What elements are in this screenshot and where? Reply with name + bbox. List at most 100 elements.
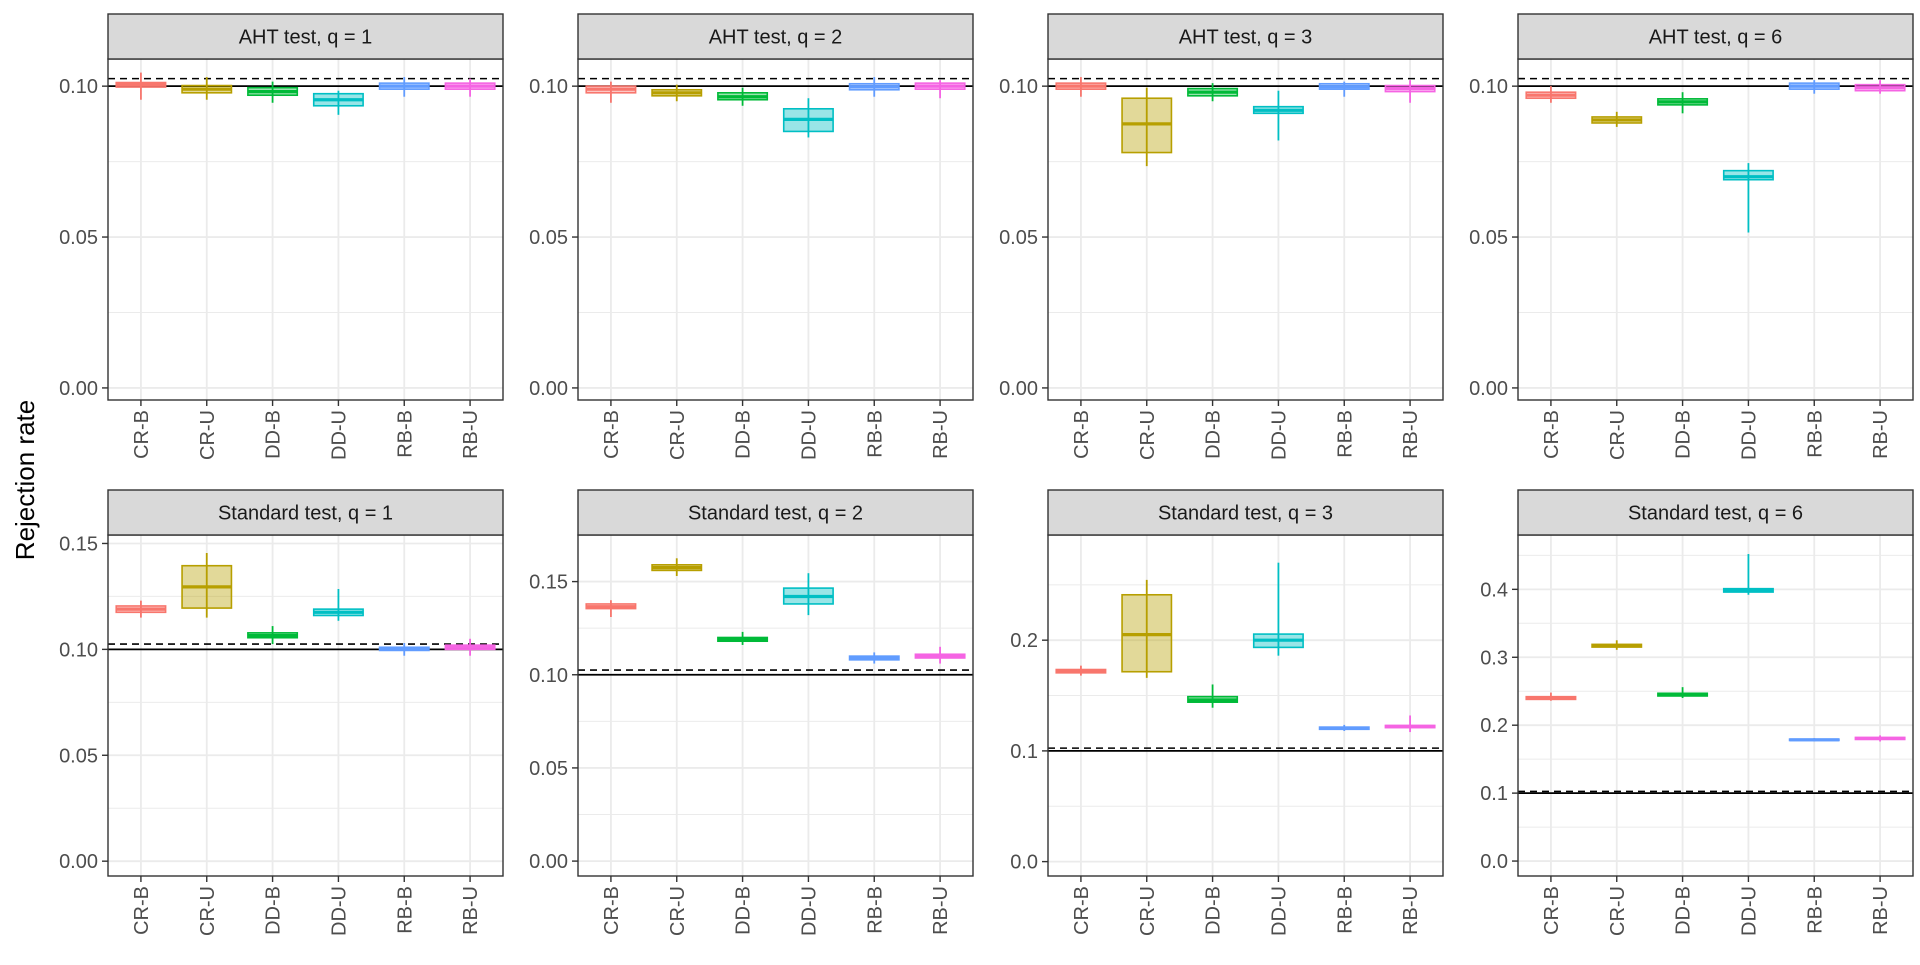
x-tick-label: CR-B: [1541, 886, 1563, 935]
box-RB-B: [848, 652, 900, 664]
box-CR-U: [1121, 579, 1173, 678]
facet-panel: AHT test, q = 1 0.00 0.05 0.10 CR-B CR-U DD-B D…: [59, 13, 504, 460]
facet-panel: AHT test, q = 2 0.00 0.05 0.10 CR-B CR-U DD-B D…: [529, 13, 974, 460]
strip-label: AHT test, q = 3: [1179, 27, 1313, 49]
y-tick-label: 0.05: [1469, 227, 1508, 249]
y-tick-label: 0.00: [59, 851, 98, 873]
strip-background: [107, 13, 504, 60]
y-tick-label: 0.10: [1469, 76, 1508, 98]
x-tick-label: DD-B: [263, 886, 285, 935]
box-RB-B: [1318, 81, 1370, 97]
x-tick-label: RB-B: [1334, 410, 1356, 458]
x-tick-label: DD-U: [798, 886, 820, 936]
x-tick-label: RB-U: [460, 886, 482, 935]
x-tick-label: CR-U: [197, 886, 219, 936]
panel-background: [1518, 59, 1913, 400]
y-tick-label: 0.00: [999, 378, 1038, 400]
box-DD-U: [782, 98, 834, 138]
box-DD-U: [1722, 554, 1774, 595]
box-DD-U: [1252, 562, 1304, 656]
box-RB-U: [444, 638, 496, 656]
box-RB-U: [1854, 80, 1906, 94]
strip-background: [1047, 13, 1444, 60]
strip-label: Standard test, q = 2: [688, 503, 863, 525]
x-tick-label: RB-B: [394, 886, 416, 934]
x-tick-label: DD-U: [1268, 886, 1290, 936]
y-axis-title: Rejection rate: [10, 400, 40, 560]
x-tick-label: DD-U: [328, 886, 350, 936]
panel-background: [578, 535, 973, 876]
x-tick-label: CR-B: [131, 410, 153, 459]
strip-label: AHT test, q = 6: [1649, 27, 1783, 49]
y-tick-label: 0.05: [59, 227, 98, 249]
y-tick-label: 0.10: [529, 665, 568, 687]
y-tick-label: 0.15: [529, 572, 568, 594]
box-CR-U: [1591, 640, 1643, 650]
box-DD-B: [717, 87, 769, 106]
y-tick-label: 0.1: [1480, 783, 1508, 805]
x-tick-label: CR-B: [131, 886, 153, 935]
box-RB-U: [914, 80, 966, 99]
y-tick-label: 0.10: [59, 76, 98, 98]
strip-background: [1517, 13, 1914, 60]
x-tick-label: CR-U: [1607, 886, 1629, 936]
box-CR-U: [181, 77, 233, 100]
box-CR-U: [651, 84, 703, 102]
x-tick-label: DD-B: [733, 410, 755, 459]
x-tick-label: CR-B: [1541, 410, 1563, 459]
facet-panel: AHT test, q = 6 0.00 0.05 0.10 CR-B CR-U DD-B D…: [1469, 13, 1914, 460]
x-tick-label: RB-U: [1870, 410, 1892, 459]
x-tick-label: DD-U: [1738, 886, 1760, 936]
x-tick-label: DD-B: [1203, 410, 1225, 459]
facet-panel: Standard test, q = 2 0.00 0.05 0.10 0.15 CR-B…: [529, 489, 974, 936]
x-tick-label: RB-U: [930, 886, 952, 935]
x-tick-label: DD-B: [1673, 886, 1695, 935]
box-CR-B: [1525, 86, 1577, 103]
y-tick-label: 0.00: [59, 378, 98, 400]
x-tick-label: RB-B: [864, 410, 886, 458]
box-RB-B: [1318, 724, 1370, 731]
box-RB-U: [1854, 735, 1906, 742]
y-tick-label: 0.2: [1480, 715, 1508, 737]
box-DD-B: [1657, 687, 1709, 699]
box-RB-B: [1788, 738, 1840, 742]
box-RB-B: [378, 77, 430, 97]
panel-background: [578, 59, 973, 400]
x-tick-label: RB-U: [1400, 410, 1422, 459]
x-tick-label: RB-B: [1804, 886, 1826, 934]
panel-background: [1048, 535, 1443, 876]
strip-label: AHT test, q = 2: [709, 27, 843, 49]
box-DD-U: [1252, 90, 1304, 141]
y-tick-label: 0.2: [1010, 630, 1038, 652]
x-tick-label: DD-U: [1268, 410, 1290, 460]
strip-label: Standard test, q = 6: [1628, 503, 1803, 525]
y-tick-label: 0.10: [59, 639, 98, 661]
x-tick-label: RB-U: [1870, 886, 1892, 935]
x-tick-label: CR-U: [1607, 410, 1629, 460]
y-tick-label: 0.05: [999, 227, 1038, 249]
x-tick-label: RB-U: [930, 410, 952, 459]
box-DD-U: [312, 589, 364, 621]
box-RB-U: [1384, 80, 1436, 103]
y-tick-label: 0.3: [1480, 647, 1508, 669]
strip-background: [577, 13, 974, 60]
y-tick-label: 0.0: [1010, 852, 1038, 874]
x-tick-label: CR-B: [1071, 886, 1093, 935]
y-tick-label: 0.4: [1480, 579, 1508, 601]
box-CR-B: [115, 600, 167, 618]
strip-label: AHT test, q = 1: [239, 27, 373, 49]
panel-background: [108, 59, 503, 400]
y-tick-label: 0.15: [59, 533, 98, 555]
y-tick-label: 0.0: [1480, 851, 1508, 873]
x-tick-label: DD-B: [263, 410, 285, 459]
facet-panel: AHT test, q = 3 0.00 0.05 0.10 CR-B CR-U DD-B D…: [999, 13, 1444, 460]
strip-label: Standard test, q = 3: [1158, 503, 1333, 525]
x-tick-label: CR-B: [1071, 410, 1093, 459]
y-tick-label: 0.05: [59, 745, 98, 767]
x-tick-label: CR-U: [1137, 410, 1159, 460]
box-CR-B: [585, 600, 637, 617]
box-DD-B: [717, 631, 769, 645]
facet-panel: Standard test, q = 6 0.0 0.1 0.2 0.3 0.4 CR-B C…: [1480, 489, 1914, 936]
x-tick-label: RB-B: [394, 410, 416, 458]
